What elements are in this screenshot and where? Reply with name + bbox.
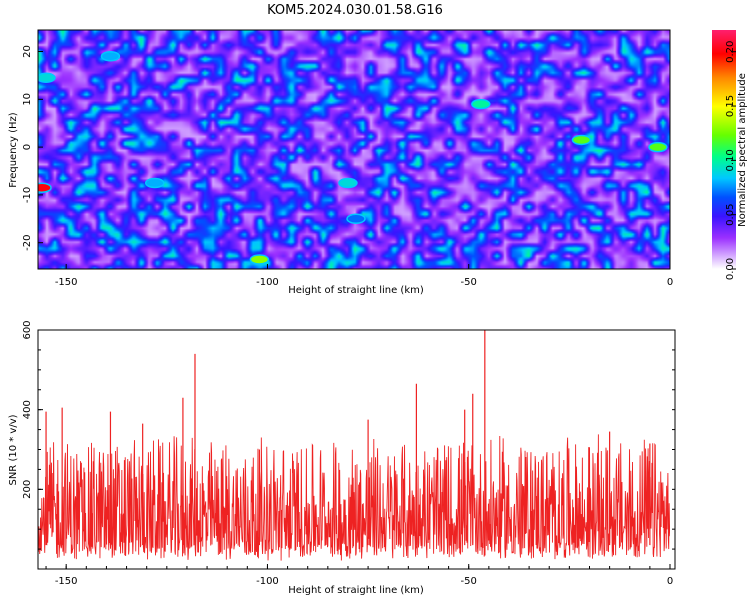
snr-y-label: SNR (10 * v/v)	[8, 414, 19, 485]
heatmap-y-tick-label: -20	[22, 235, 33, 251]
snr-x-tick-label: -100	[256, 576, 279, 587]
heatmap-x-tick-label: -150	[55, 277, 78, 288]
heatmap-x-ticks: -150 -100 -50 0	[55, 264, 673, 288]
heatmap-hotspots	[38, 51, 668, 265]
heatmap-x-tick-label: 0	[667, 277, 673, 288]
heatmap-hotspot	[648, 141, 668, 153]
heatmap-hotspot	[471, 98, 491, 110]
heatmap-hotspot	[144, 177, 165, 189]
colorbar-tick-label: 0.05	[725, 204, 736, 226]
heatmap-y-ticks: -20 -10 0 10 20	[22, 45, 43, 251]
heatmap-hotspot	[38, 72, 56, 84]
heatmap-hotspot	[249, 254, 270, 265]
snr-x-label: Height of straight line (km)	[288, 585, 424, 596]
snr-peaks	[45, 330, 651, 546]
heatmap-hotspot	[346, 213, 366, 225]
snr-series-line	[38, 434, 670, 561]
colorbar-gradient	[712, 30, 736, 269]
colorbar: 0.00 0.05 0.10 0.15 0.20 Normalized spectral…	[712, 30, 748, 280]
snr-x-tick-label: -50	[461, 576, 477, 587]
heatmap-hotspot	[38, 182, 52, 193]
colorbar-tick-label: 0.15	[725, 95, 736, 117]
snr-x-ticks: -150 -100 -50 0	[45, 564, 673, 587]
colorbar-ticks: 0.00 0.05 0.10 0.15 0.20	[725, 41, 736, 280]
heatmap-hotspot	[100, 51, 121, 62]
heatmap-y-tick-label: 20	[22, 45, 33, 58]
colorbar-label: Normalized spectral amplitude	[737, 73, 748, 227]
colorbar-tick-label: 0.10	[725, 149, 736, 171]
snr-y-tick-label: 600	[22, 320, 33, 339]
heatmap-y-tick-label: -10	[22, 187, 33, 203]
heatmap-y-tick-label: 0	[22, 144, 33, 150]
heatmap-image	[38, 30, 670, 269]
snr-y-tick-label: 200	[22, 480, 33, 499]
heatmap-frame	[37, 29, 671, 270]
heatmap-x-tick-label: -100	[256, 277, 279, 288]
snr-y-ticks: 200 400 600	[22, 320, 675, 550]
snr-x-tick-label: 0	[667, 576, 673, 587]
heatmap-y-label: Frequency (Hz)	[8, 112, 19, 188]
colorbar-tick-label: 0.00	[725, 258, 736, 280]
heatmap-x-tick-label: -50	[461, 277, 477, 288]
heatmap-hotspot	[338, 177, 358, 189]
figure-title: KOM5.2024.030.01.58.G16	[267, 3, 443, 18]
snr-y-tick-label: 400	[22, 400, 33, 419]
heatmap-hotspot	[571, 134, 592, 146]
heatmap-x-label: Height of straight line (km)	[288, 285, 424, 296]
heatmap-y-tick-label: 10	[22, 93, 33, 106]
snr-panel: -150 -100 -50 0 200 400 600 Height of straigh…	[8, 320, 676, 596]
colorbar-tick-label: 0.20	[725, 41, 736, 63]
snr-x-tick-label: -150	[55, 576, 78, 587]
